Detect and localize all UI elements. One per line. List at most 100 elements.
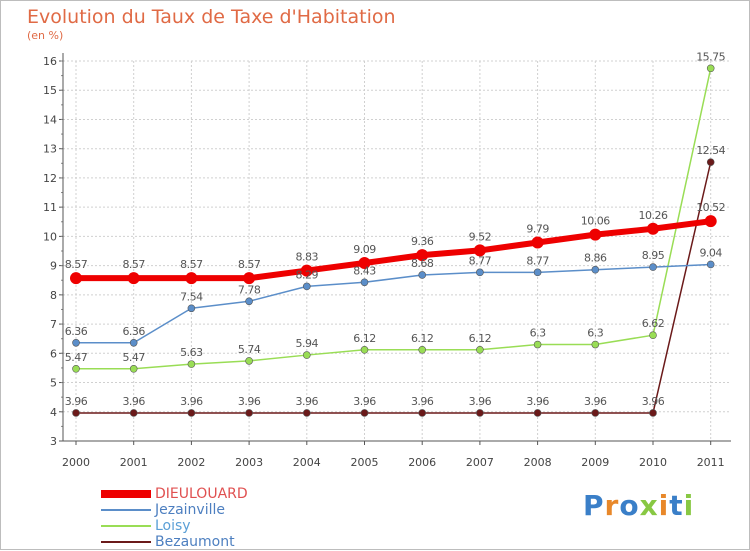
series-line-bezaumont [76, 161, 712, 414]
x-tick-label: 2006 [408, 456, 436, 469]
legend-label: Loisy [155, 518, 191, 534]
data-label: 6.62 [642, 317, 665, 330]
data-point [418, 271, 427, 279]
data-label: 5.47 [65, 351, 88, 364]
data-point [358, 256, 371, 269]
legend-swatch [101, 490, 151, 498]
data-point [129, 364, 138, 373]
y-tick-label: 12 [43, 172, 57, 185]
chart-title: Evolution du Taux de Taxe d'Habitation [27, 6, 396, 28]
data-label: 6.12 [411, 332, 434, 345]
data-point [127, 272, 140, 285]
data-label: 7.54 [180, 290, 203, 303]
data-label: 8.86 [584, 252, 607, 265]
data-point [473, 244, 486, 257]
data-label: 6.12 [469, 332, 492, 345]
data-point [185, 272, 198, 285]
proxiti-logo: Proxiti [583, 489, 694, 522]
y-tick-label: 16 [43, 55, 57, 68]
logo-letter: t [669, 489, 684, 522]
data-label: 6.3 [587, 327, 603, 340]
x-tick-label: 2002 [177, 456, 205, 469]
data-label: 8.57 [122, 258, 145, 271]
data-point [706, 64, 715, 73]
data-point [591, 409, 600, 417]
data-point [245, 409, 253, 417]
data-label: 3.96 [296, 395, 319, 408]
legend-label: Bezaumont [155, 534, 235, 550]
data-label: 3.96 [584, 395, 607, 408]
logo-letter: o [619, 489, 640, 522]
series-line-jezainville [76, 263, 711, 344]
data-label: 15.75 [696, 50, 725, 63]
legend-item: DIEULOUARD [101, 486, 248, 502]
x-tick-label: 2009 [581, 456, 609, 469]
legend-item: Loisy [101, 518, 248, 534]
data-label: 8.29 [296, 268, 319, 281]
y-tick-label: 8 [50, 289, 57, 302]
data-label: 7.78 [238, 283, 261, 296]
data-point [72, 364, 80, 373]
data-point [300, 264, 313, 277]
data-point [476, 268, 484, 277]
data-point [476, 409, 484, 417]
y-tick-label: 14 [43, 113, 57, 126]
data-label: 12.54 [696, 144, 725, 157]
legend-swatch [101, 541, 151, 543]
data-label: 3.96 [469, 395, 492, 408]
data-label: 3.96 [180, 395, 203, 408]
data-point [245, 357, 253, 365]
legend-item: Bezaumont [101, 534, 248, 550]
data-point [187, 304, 196, 313]
x-tick-label: 2003 [235, 456, 263, 469]
data-point [533, 409, 542, 417]
data-point [302, 409, 311, 417]
y-tick-label: 10 [43, 230, 57, 243]
data-label: 9.79 [526, 223, 549, 236]
data-label: 8.95 [642, 249, 665, 262]
data-label: 3.96 [122, 395, 145, 408]
x-tick-label: 2000 [62, 456, 90, 469]
data-label: 3.96 [353, 395, 376, 408]
data-point [129, 338, 138, 347]
data-point [243, 272, 256, 285]
data-label: 9.52 [469, 230, 492, 243]
y-tick-label: 5 [50, 377, 57, 390]
data-label: 3.96 [65, 395, 88, 408]
data-point [533, 340, 542, 349]
x-tick-label: 2007 [466, 456, 494, 469]
data-point [589, 228, 602, 241]
data-label: 8.77 [526, 254, 549, 267]
legend-item: Jezainville [101, 502, 248, 518]
data-point [360, 345, 369, 354]
y-tick-label: 6 [50, 347, 57, 360]
legend-label: Jezainville [155, 502, 225, 518]
data-point [187, 360, 196, 368]
data-point [72, 409, 80, 417]
data-label: 8.43 [353, 264, 376, 277]
data-label: 3.96 [642, 395, 665, 408]
data-label: 10.26 [639, 209, 668, 222]
data-label: 3.96 [526, 395, 549, 408]
legend-swatch [101, 525, 151, 527]
legend-swatch [101, 509, 151, 511]
y-tick-label: 7 [50, 318, 57, 331]
data-label: 6.3 [530, 327, 546, 340]
data-point [418, 345, 427, 354]
data-point [649, 409, 657, 417]
x-tick-label: 2005 [351, 456, 379, 469]
logo-letter: i [683, 489, 695, 522]
data-point [302, 282, 311, 291]
data-label: 5.63 [180, 346, 203, 359]
data-point [706, 260, 715, 269]
data-point [649, 331, 657, 339]
data-point [245, 297, 253, 306]
data-point [647, 222, 659, 235]
data-point [129, 409, 138, 417]
data-label: 3.96 [238, 395, 261, 408]
y-tick-label: 13 [43, 143, 57, 156]
x-tick-label: 2008 [524, 456, 552, 469]
y-tick-label: 3 [50, 435, 57, 448]
y-tick-label: 15 [43, 84, 57, 97]
